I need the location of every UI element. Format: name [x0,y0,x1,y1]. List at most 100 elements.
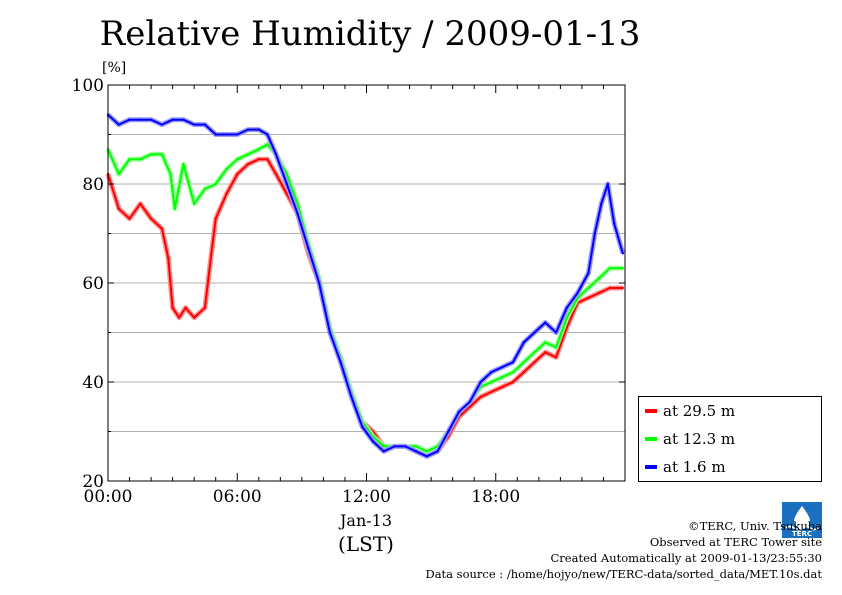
legend-item-29-5m: at 29.5 m [645,401,735,421]
data-point [544,351,547,354]
data-point [296,202,299,205]
data-point [285,192,288,196]
x-tick-label: 12:00 [342,487,391,507]
data-point [565,326,569,329]
data-point [490,390,493,394]
data-point [621,266,625,270]
data-point [511,370,515,374]
data-point [522,341,525,344]
data-point [621,252,625,255]
data-point [613,222,616,225]
legend-label: at 29.5 m [663,402,736,420]
data-point [371,440,375,443]
data-point [182,163,185,166]
data-point [511,380,515,384]
terc-logo: TERC [782,502,822,538]
data-point [296,212,299,215]
data-point [597,291,601,295]
data-point [490,380,493,384]
series-line-1 [107,143,623,453]
chart-title: Relative Humidity / 2009-01-13 [100,14,641,54]
data-point [214,133,217,136]
legend-item-12-3m: at 12.3 m [645,429,735,449]
data-point [225,133,228,136]
data-point [404,445,407,448]
data-point [225,167,228,171]
data-point [565,316,569,319]
data-point [139,118,142,121]
data-point [160,123,164,126]
data-point [214,217,217,220]
data-point [414,445,418,448]
data-point [522,361,525,364]
series-lines [105,112,626,459]
data-point [606,182,609,186]
data-point [350,395,353,399]
data-point [274,172,278,176]
data-point [522,370,525,374]
data-point [393,445,396,448]
logo-text: TERC [792,530,812,538]
data-point [246,163,250,166]
data-point [128,217,131,220]
data-point [177,316,181,319]
observed-site: Observed at TERC Tower site [649,535,822,549]
data-point [597,276,601,280]
data-point [171,306,174,309]
data-point [285,172,288,176]
x-tick-label: 06:00 [213,487,262,507]
data-point [184,306,187,309]
legend-label: at 1.6 m [663,458,726,476]
data-point [285,182,288,186]
data-point [149,217,153,220]
data-point [468,400,472,403]
data-source: Data source : /home/hojyo/new/TERC-data/… [425,567,822,581]
data-point [257,148,260,151]
data-point [257,128,260,131]
data-point [533,331,536,334]
y-axis: 20 40 60 80 100 [72,76,625,492]
y-tick-label: 40 [82,373,104,393]
legend-swatch-red [645,409,657,413]
data-point [447,430,450,433]
data-point [117,123,120,126]
data-point [117,172,120,176]
data-point [246,128,250,131]
grid-lines [108,134,625,432]
data-point [203,187,207,191]
data-point [533,351,536,354]
data-point [192,123,196,126]
data-point [328,331,332,334]
data-point [479,380,482,384]
data-point [257,158,260,161]
data-point [490,370,493,374]
data-point [587,286,590,290]
data-point [266,133,269,136]
x-axis: 00:00 06:00 12:00 18:00 [84,85,626,507]
data-point [160,153,164,156]
data-point [576,291,579,295]
data-point [587,271,590,275]
data-point [192,202,196,205]
data-point [501,365,504,369]
data-point [587,296,590,300]
data-point [382,445,385,448]
data-point [414,450,418,453]
data-point [139,202,142,205]
created-time: Created Automatically at 2009-01-13/23:5… [550,551,823,565]
data-point [169,172,172,176]
data-point [266,158,269,161]
data-point [182,118,185,121]
data-point [554,346,558,349]
data-point [554,356,558,359]
y-tick-label: 80 [82,175,104,195]
data-point [246,153,250,156]
x-tick-label: 18:00 [471,487,520,507]
data-point [608,286,612,290]
data-point [192,316,196,319]
data-point [382,450,385,453]
data-point [236,133,239,136]
data-point [593,232,597,235]
data-point [533,361,536,364]
